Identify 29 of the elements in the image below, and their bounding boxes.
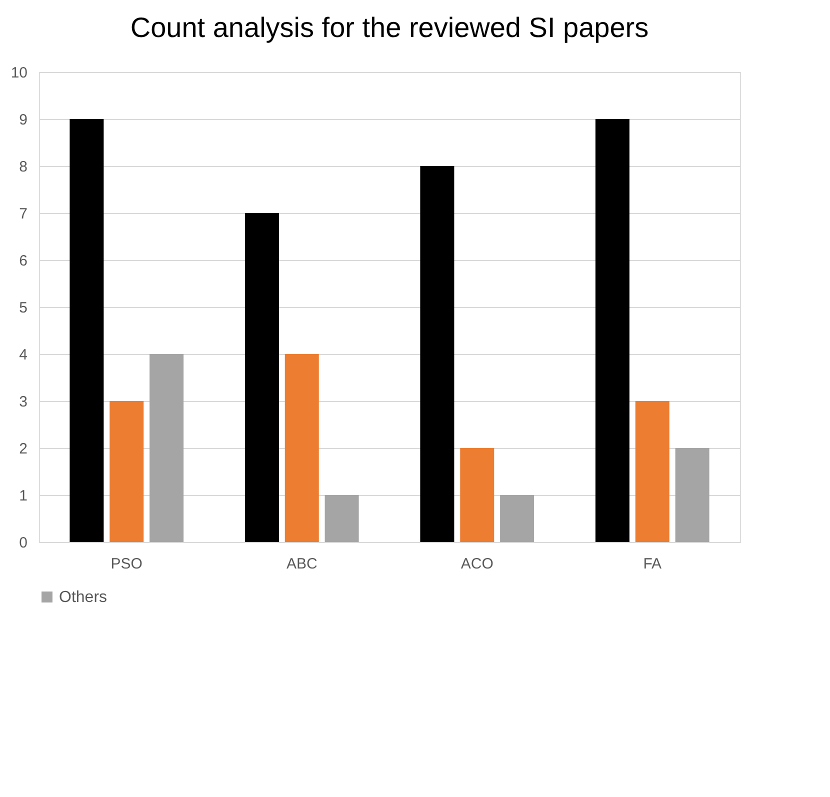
bar: [244, 213, 279, 542]
x-tick-label: ABC: [286, 556, 318, 572]
bar: [284, 354, 319, 542]
bar: [500, 495, 534, 542]
y-tick-label: 9: [19, 112, 28, 128]
y-tick-label: 5: [19, 300, 28, 316]
bar: [110, 401, 144, 542]
x-tick-label: FA: [643, 556, 662, 572]
y-tick-label: 2: [19, 440, 28, 458]
y-tick-label: 3: [19, 394, 28, 410]
x-tick-label: PSO: [110, 556, 142, 572]
y-tick-label: 6: [19, 252, 28, 270]
bar: [420, 166, 454, 542]
bar: [595, 119, 630, 542]
y-tick-label: 0: [19, 534, 28, 552]
bar: [635, 401, 670, 542]
y-tick-label: 4: [19, 346, 28, 364]
y-tick-label: 8: [19, 158, 28, 176]
bar: [150, 354, 184, 542]
y-tick-label: 1: [19, 488, 28, 504]
y-tick-label: 10: [10, 64, 28, 82]
bar: [324, 495, 359, 542]
chart-title: Count analysis for the reviewed SI papers: [130, 12, 649, 43]
legend-label: Others: [59, 589, 108, 606]
bar: [70, 119, 104, 542]
x-tick-label: ACO: [460, 556, 494, 572]
bar: [460, 448, 494, 542]
y-tick-label: 7: [19, 206, 28, 222]
bar: [675, 448, 710, 542]
